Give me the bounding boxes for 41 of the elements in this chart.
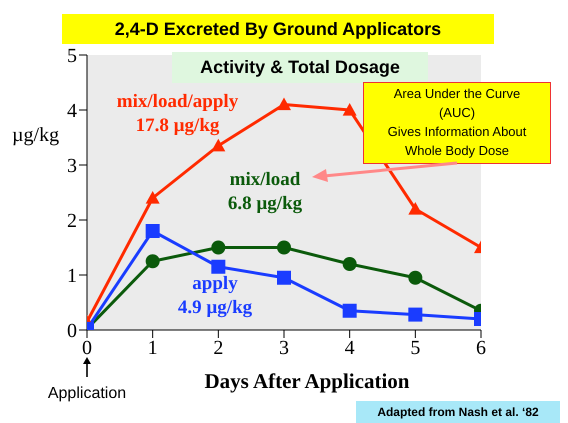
text: Adapted from Nash et al. ‘82 bbox=[356, 401, 560, 423]
point bbox=[277, 240, 291, 254]
point bbox=[146, 254, 160, 268]
x-axis-title: Days After Application bbox=[204, 369, 410, 393]
chart-title: 2,4-D Excreted By Ground Applicators bbox=[62, 14, 494, 44]
point bbox=[211, 138, 226, 152]
point bbox=[211, 260, 226, 274]
annotation: 6.8 µg/kg bbox=[226, 192, 304, 216]
point bbox=[277, 270, 291, 285]
x-tick-label: 2 bbox=[213, 337, 224, 360]
text: Application bbox=[46, 385, 128, 403]
y-tick-label: 3 bbox=[67, 155, 77, 178]
x-tick-label: 0 bbox=[82, 337, 92, 360]
x-tick-label: 3 bbox=[279, 337, 289, 360]
y-axis-title: µg/kg bbox=[12, 124, 60, 147]
point bbox=[408, 270, 422, 285]
point bbox=[277, 98, 291, 110]
point bbox=[211, 240, 226, 254]
callout-box: Area Under the Curve (AUC) Gives Information About Whole Body Dose bbox=[363, 82, 551, 164]
point bbox=[342, 257, 357, 271]
chart-subtitle: Activity & Total Dosage bbox=[172, 52, 428, 83]
y-tick-label: 1 bbox=[67, 265, 77, 288]
annotation: 4.9 µg/kg bbox=[176, 296, 254, 320]
point bbox=[408, 308, 422, 322]
series-label: mix/load/apply bbox=[116, 90, 240, 114]
y-tick-label: 5 bbox=[67, 45, 77, 68]
x-tick-label: 6 bbox=[476, 337, 486, 360]
text: mix/load bbox=[228, 168, 302, 192]
y-tick-label: 4 bbox=[67, 100, 77, 122]
point bbox=[146, 191, 160, 204]
annotation: 17.8 µg/kg bbox=[134, 114, 220, 138]
y-tick-label: 2 bbox=[67, 210, 77, 232]
series-label: apply bbox=[191, 272, 239, 296]
x-tick-label: 4 bbox=[344, 337, 355, 360]
y-tick-label: 0 bbox=[67, 320, 77, 342]
point bbox=[342, 304, 357, 318]
point bbox=[408, 202, 422, 215]
x-tick-label: 1 bbox=[148, 337, 158, 360]
x-tick-label: 5 bbox=[410, 337, 420, 360]
point bbox=[146, 224, 160, 238]
point bbox=[342, 103, 357, 116]
